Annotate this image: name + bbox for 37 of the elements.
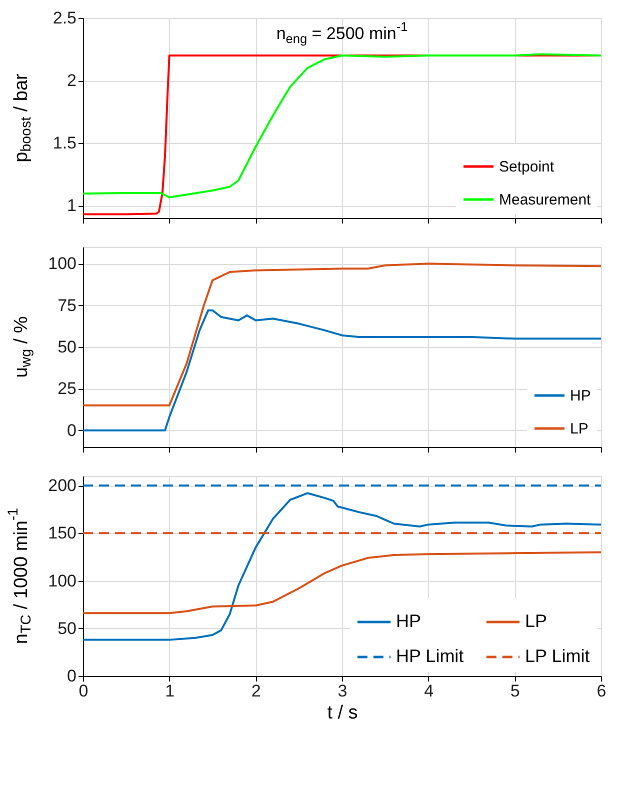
x-tick-label: 3	[338, 682, 348, 700]
y-tick-label: 100	[48, 254, 76, 274]
legend-label: HP	[570, 388, 591, 404]
x-tick-label: 1	[165, 682, 175, 700]
y-tick-label: 100	[48, 571, 76, 590]
y-tick-label: 1.5	[52, 134, 76, 152]
legend-label: LP Limit	[525, 646, 590, 666]
y-tick-label: 200	[48, 476, 76, 496]
y-tick-label: 2.5	[52, 8, 76, 28]
x-tick-label: 4	[424, 682, 434, 700]
y-tick-label: 0	[67, 666, 76, 686]
y-tick-label: 50	[58, 618, 76, 638]
line-series	[83, 551, 601, 614]
legend-label: LP	[525, 611, 548, 631]
legend-label: LP	[570, 420, 588, 438]
x-tick-label: 0	[78, 682, 88, 700]
y-tick-label: 1	[67, 196, 76, 215]
y-tick-label: 0	[67, 420, 76, 440]
y-axis-title: nTC / 1000 min-1	[5, 508, 35, 644]
legend-label: Measurement	[499, 192, 592, 208]
line-series	[83, 262, 601, 406]
x-axis-title: t / s	[327, 702, 358, 724]
x-tick-label: 2	[251, 682, 261, 700]
y-tick-label: 2	[67, 71, 76, 90]
x-tick-label: 5	[510, 682, 520, 700]
legend-label: Setpoint	[499, 158, 555, 176]
line-series	[83, 492, 601, 641]
y-tick-label: 75	[58, 296, 76, 315]
legend-label: HP Limit	[396, 646, 464, 666]
x-tick-label: 6	[596, 682, 606, 700]
y-tick-label: 25	[58, 379, 76, 398]
y-tick-label: 150	[48, 524, 76, 543]
legend-label: HP	[396, 611, 422, 631]
y-axis-title: uwg / %	[11, 316, 35, 378]
y-axis-title: pboost / bar	[11, 72, 35, 162]
y-tick-label: 50	[58, 338, 76, 356]
line-series	[83, 309, 601, 432]
